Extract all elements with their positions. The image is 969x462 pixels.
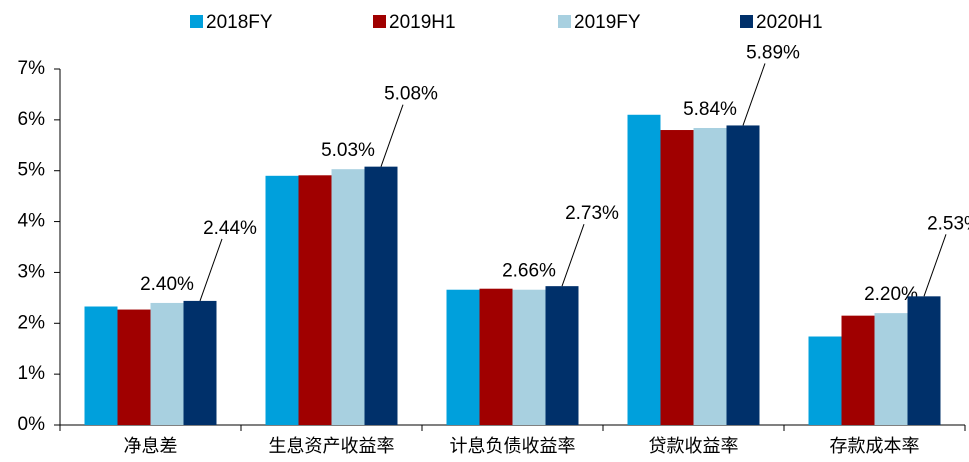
bar xyxy=(265,175,299,425)
legend-swatch xyxy=(190,15,203,28)
y-tick-label: 0% xyxy=(18,414,46,435)
data-label: 2.66% xyxy=(502,261,556,282)
data-label: 2.73% xyxy=(565,203,619,224)
y-tick-label: 5% xyxy=(18,160,46,181)
leader-line xyxy=(199,238,223,302)
x-tick-label: 生息资产收益率 xyxy=(269,436,395,457)
bar xyxy=(808,336,842,425)
x-tick-label: 净息差 xyxy=(124,436,178,457)
bar xyxy=(841,315,875,425)
bar xyxy=(446,289,480,425)
x-tick-label: 贷款收益率 xyxy=(649,436,739,457)
bar xyxy=(84,306,118,425)
bar xyxy=(660,130,694,425)
data-label: 5.08% xyxy=(384,84,438,105)
data-label: 5.03% xyxy=(321,140,375,161)
bar xyxy=(627,114,661,426)
leader-line xyxy=(380,104,404,167)
leader-line xyxy=(742,63,766,126)
bar xyxy=(150,302,184,425)
data-label: 2.53% xyxy=(927,213,969,234)
bar xyxy=(545,286,579,425)
data-label: 2.40% xyxy=(140,274,194,295)
data-label: 5.84% xyxy=(683,99,737,120)
legend-label: 2019H1 xyxy=(389,12,456,33)
y-tick-label: 2% xyxy=(18,312,46,333)
bar xyxy=(693,127,727,425)
bar xyxy=(512,289,546,425)
y-tick-label: 7% xyxy=(18,58,46,79)
leader-line xyxy=(923,234,947,297)
data-label: 2.44% xyxy=(203,218,257,239)
legend-label: 2019FY xyxy=(574,12,641,33)
legend-swatch xyxy=(373,15,386,28)
bar xyxy=(479,288,513,425)
bar xyxy=(907,296,941,425)
y-tick-label: 3% xyxy=(18,261,46,282)
bar xyxy=(364,166,398,425)
x-tick-label: 计息负债收益率 xyxy=(450,436,576,457)
leader-line xyxy=(561,223,585,287)
bar xyxy=(874,313,908,425)
data-label: 2.20% xyxy=(864,284,918,305)
legend-swatch xyxy=(558,15,571,28)
bar xyxy=(183,300,217,425)
bar xyxy=(331,169,365,425)
legend-swatch xyxy=(740,15,753,28)
y-tick-label: 6% xyxy=(18,109,46,130)
legend-label: 2018FY xyxy=(206,12,273,33)
y-tick-label: 1% xyxy=(18,363,46,384)
x-tick-label: 存款成本率 xyxy=(830,436,920,457)
bar xyxy=(726,125,760,426)
legend-label: 2020H1 xyxy=(756,12,823,33)
y-tick-label: 4% xyxy=(18,211,46,232)
data-label: 5.89% xyxy=(746,42,800,63)
bar xyxy=(298,175,332,425)
bar xyxy=(117,309,151,425)
